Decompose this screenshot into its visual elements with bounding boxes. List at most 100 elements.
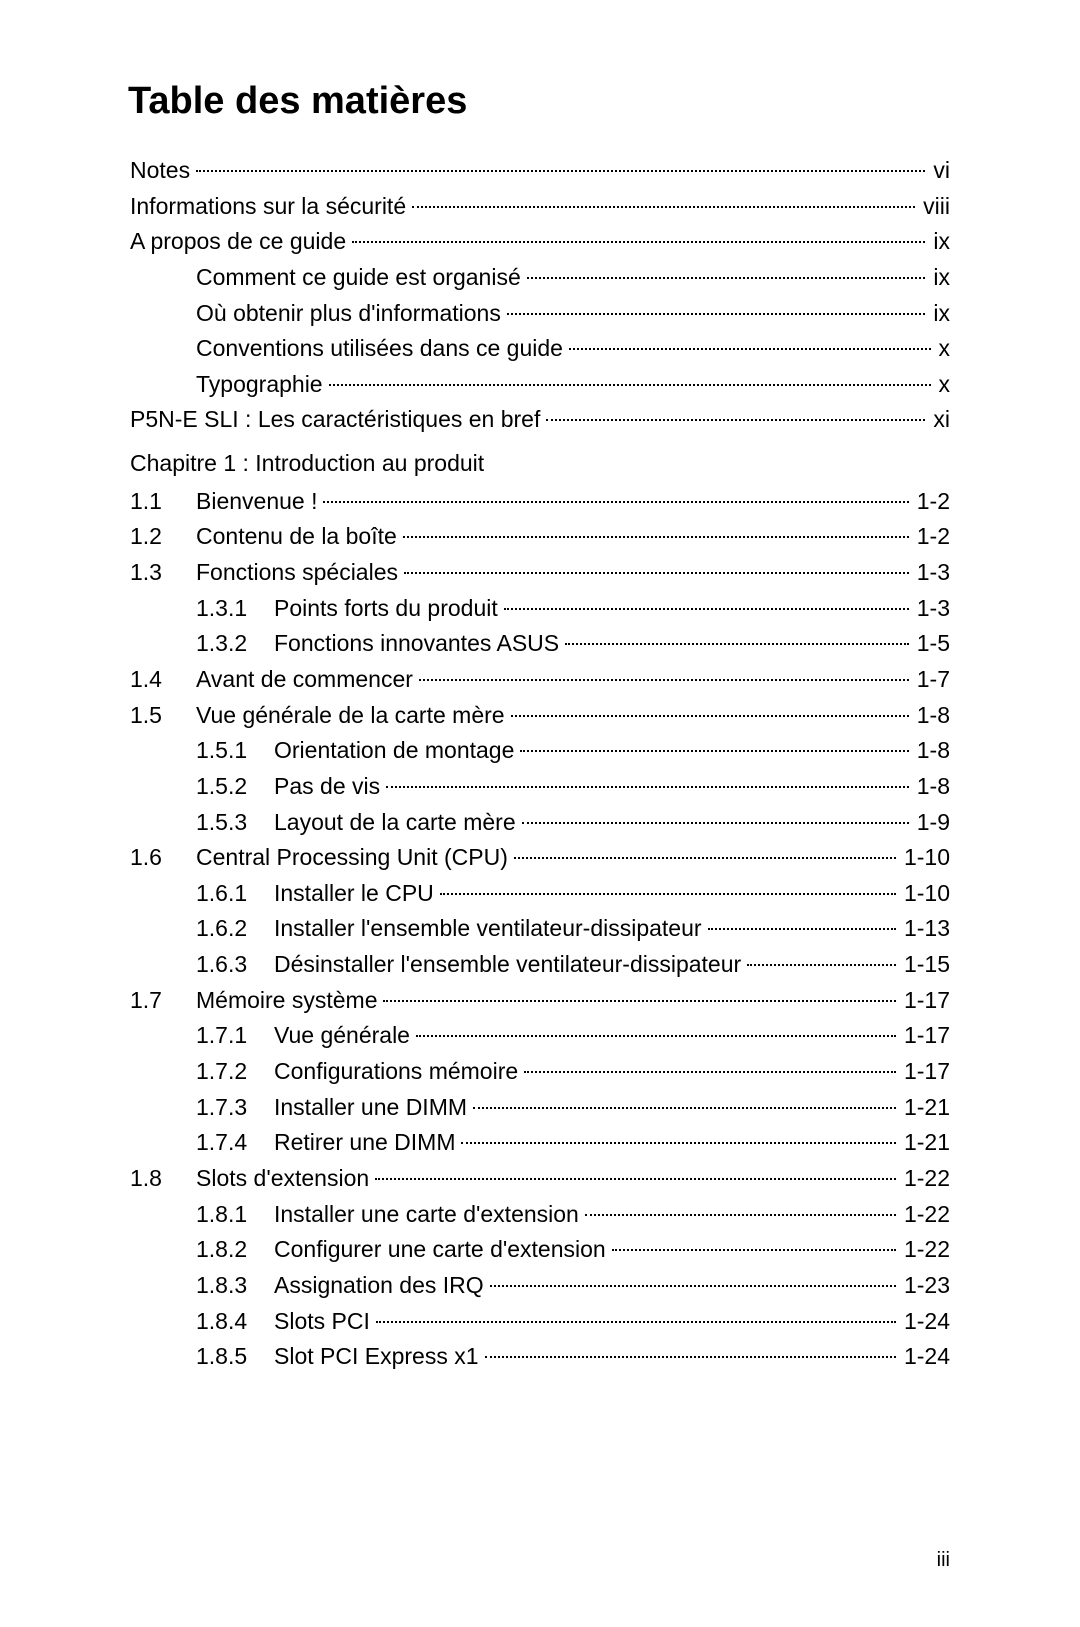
- dot-leader: [196, 170, 925, 172]
- toc-section-row: 1.1Bienvenue !1-2: [120, 484, 950, 520]
- dot-leader: [473, 1107, 896, 1109]
- toc-front-sub-page: x: [935, 331, 951, 367]
- toc-subsection-row: 1.5.1Orientation de montage1-8: [120, 733, 950, 769]
- subsection-label: Points forts du produit: [274, 591, 500, 627]
- toc-subsection-row: 1.7.1Vue générale1-17: [120, 1018, 950, 1054]
- dot-leader: [404, 572, 909, 574]
- toc-subsection-row: 1.6.1Installer le CPU1-10: [120, 876, 950, 912]
- section-number: 1.1: [120, 484, 196, 520]
- chapter-heading: Chapitre 1 : Introduction au produit: [120, 446, 950, 482]
- toc-subsection-row: 1.3.2Fonctions innovantes ASUS 1-5: [120, 626, 950, 662]
- subsection-number: 1.3.1: [196, 591, 274, 627]
- subsection-page: 1-8: [913, 733, 950, 769]
- dot-leader: [514, 857, 896, 859]
- dot-leader: [522, 822, 909, 824]
- section-label: Mémoire système: [196, 983, 379, 1019]
- subsection-number: 1.7.1: [196, 1018, 274, 1054]
- subsection-label: Configurations mémoire: [274, 1054, 520, 1090]
- table-of-contents: Notes vi Informations sur la sécurité viii A…: [120, 153, 950, 1375]
- subsection-page: 1-8: [913, 769, 950, 805]
- toc-subsection-row: 1.6.3Désinstaller l'ensemble ventilateur…: [120, 947, 950, 983]
- subsection-number: 1.5.2: [196, 769, 274, 805]
- toc-section-row: 1.8Slots d'extension1-22: [120, 1161, 950, 1197]
- section-page: 1-2: [913, 519, 950, 555]
- subsection-page: 1-5: [913, 626, 950, 662]
- subsection-label: Installer l'ensemble ventilateur-dissipa…: [274, 911, 704, 947]
- toc-front-sub-page: x: [935, 367, 951, 403]
- toc-front-sub-label: Comment ce guide est organisé: [196, 260, 523, 296]
- section-number: 1.7: [120, 983, 196, 1019]
- subsection-page: 1-17: [900, 1054, 950, 1090]
- toc-front-sub-row: Comment ce guide est organisé ix: [120, 260, 950, 296]
- subsection-number: 1.7.2: [196, 1054, 274, 1090]
- subsection-number: 1.6.2: [196, 911, 274, 947]
- dot-leader: [412, 206, 915, 208]
- subsection-page: 1-24: [900, 1304, 950, 1340]
- subsection-page: 1-10: [900, 876, 950, 912]
- dot-leader: [569, 348, 931, 350]
- section-page: 1-17: [900, 983, 950, 1019]
- toc-section-row: 1.6Central Processing Unit (CPU)1-10: [120, 840, 950, 876]
- subsection-page: 1-22: [900, 1232, 950, 1268]
- section-number: 1.3: [120, 555, 196, 591]
- toc-subsection-row: 1.7.4Retirer une DIMM1-21: [120, 1125, 950, 1161]
- subsection-label: Installer le CPU: [274, 876, 436, 912]
- subsection-label: Assignation des IRQ: [274, 1268, 486, 1304]
- toc-front-page: ix: [929, 224, 950, 260]
- subsection-label: Fonctions innovantes ASUS: [274, 626, 561, 662]
- subsection-label: Layout de la carte mère: [274, 805, 518, 841]
- toc-subsection-row: 1.8.4Slots PCI1-24: [120, 1304, 950, 1340]
- section-page: 1-8: [913, 698, 950, 734]
- toc-front-page: vi: [929, 153, 950, 189]
- subsection-number: 1.6.3: [196, 947, 274, 983]
- toc-front-label: Informations sur la sécurité: [130, 189, 408, 225]
- toc-front-sub-row: Où obtenir plus d'informationsix: [120, 296, 950, 332]
- section-number: 1.4: [120, 662, 196, 698]
- toc-section-row: 1.7Mémoire système 1-17: [120, 983, 950, 1019]
- toc-subsection-row: 1.6.2Installer l'ensemble ventilateur-di…: [120, 911, 950, 947]
- section-number: 1.2: [120, 519, 196, 555]
- section-label: Avant de commencer: [196, 662, 415, 698]
- toc-section-row: 1.2Contenu de la boîte 1-2: [120, 519, 950, 555]
- toc-front-sub-page: ix: [929, 260, 950, 296]
- dot-leader: [612, 1249, 896, 1251]
- toc-section-row: 1.4Avant de commencer1-7: [120, 662, 950, 698]
- subsection-page: 1-23: [900, 1268, 950, 1304]
- section-number: 1.5: [120, 698, 196, 734]
- dot-leader: [511, 715, 909, 717]
- subsection-page: 1-24: [900, 1339, 950, 1375]
- subsection-number: 1.8.2: [196, 1232, 274, 1268]
- dot-leader: [747, 964, 896, 966]
- dot-leader: [708, 928, 896, 930]
- subsection-number: 1.8.1: [196, 1197, 274, 1233]
- subsection-label: Vue générale: [274, 1018, 412, 1054]
- toc-front-sub-row: Typographiex: [120, 367, 950, 403]
- toc-section-row: 1.5Vue générale de la carte mère 1-8: [120, 698, 950, 734]
- subsection-page: 1-22: [900, 1197, 950, 1233]
- subsection-number: 1.8.3: [196, 1268, 274, 1304]
- toc-subsection-row: 1.7.3Installer une DIMM1-21: [120, 1090, 950, 1126]
- subsection-page: 1-21: [900, 1090, 950, 1126]
- toc-front-row: Notes vi: [120, 153, 950, 189]
- section-label: Fonctions spéciales: [196, 555, 400, 591]
- toc-subsection-row: 1.3.1Points forts du produit 1-3: [120, 591, 950, 627]
- section-label: Slots d'extension: [196, 1161, 371, 1197]
- section-label: Contenu de la boîte: [196, 519, 399, 555]
- subsection-page: 1-3: [913, 591, 950, 627]
- toc-front-page: viii: [919, 189, 950, 225]
- dot-leader: [504, 608, 909, 610]
- subsection-number: 1.5.1: [196, 733, 274, 769]
- section-label: Vue générale de la carte mère: [196, 698, 507, 734]
- subsection-page: 1-13: [900, 911, 950, 947]
- dot-leader: [440, 893, 896, 895]
- subsection-label: Configurer une carte d'extension: [274, 1232, 608, 1268]
- section-page: 1-10: [900, 840, 950, 876]
- toc-subsection-row: 1.8.2Configurer une carte d'extension 1-2…: [120, 1232, 950, 1268]
- dot-leader: [375, 1178, 896, 1180]
- toc-front-label: Notes: [130, 153, 192, 189]
- subsection-label: Désinstaller l'ensemble ventilateur-diss…: [274, 947, 743, 983]
- subsection-number: 1.8.5: [196, 1339, 274, 1375]
- dot-leader: [585, 1214, 896, 1216]
- subsection-number: 1.3.2: [196, 626, 274, 662]
- section-number: 1.6: [120, 840, 196, 876]
